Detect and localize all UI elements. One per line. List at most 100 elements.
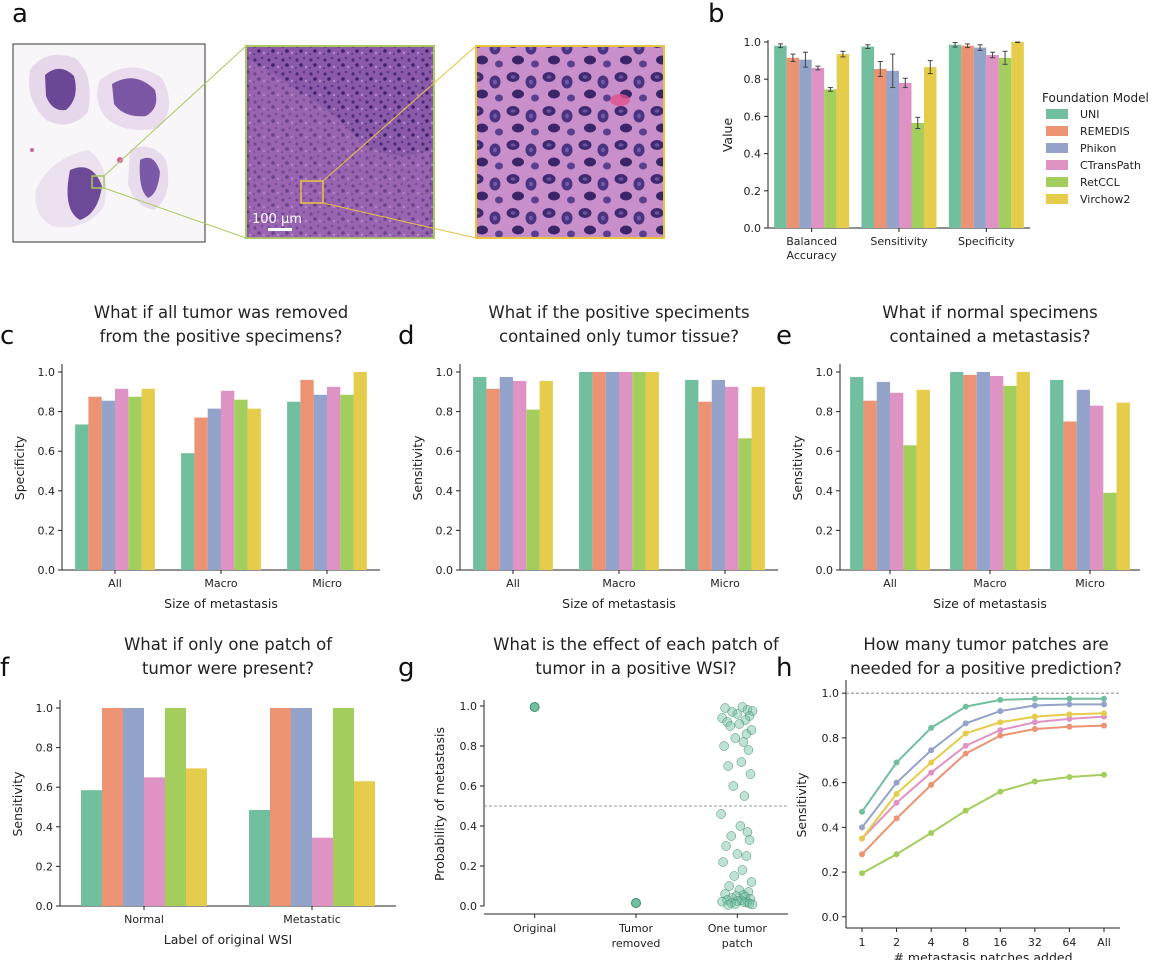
- chart-title-line: tumor were present?: [142, 659, 314, 678]
- point-uni: [1031, 695, 1038, 702]
- point-phikon: [1101, 701, 1107, 708]
- bar-retccl-macro: [234, 399, 248, 570]
- legend-swatch-uni: [1046, 109, 1068, 119]
- chart-title-line: contained only tumor tissue?: [499, 327, 739, 346]
- point-one-tumor-patch: [727, 707, 738, 717]
- y-tick-label: 0.4: [460, 820, 478, 833]
- bar-retccl-all: [526, 409, 540, 570]
- cell-connector-top: [322, 45, 477, 182]
- y-tick-label: 0.6: [744, 110, 762, 123]
- y-axis-label: Sensitivity: [794, 772, 809, 838]
- x-tick-label: 8: [962, 936, 969, 949]
- point-remedis: [1031, 725, 1038, 732]
- point-uni: [859, 808, 865, 815]
- chart-title-line: contained a metastasis?: [890, 327, 1091, 346]
- y-tick-label: 0.0: [816, 564, 834, 577]
- x-tick-label: Accuracy: [787, 249, 838, 262]
- point-one-tumor-patch: [744, 711, 755, 721]
- bar-retccl-all: [903, 445, 917, 570]
- legend-label-ctranspath: CTransPath: [1080, 159, 1141, 172]
- y-tick-label: 0.2: [816, 524, 834, 537]
- legend-label-uni: UNI: [1080, 108, 1100, 121]
- legend-entry-phikon: Phikon: [1046, 142, 1116, 155]
- bar-virchow2-macro: [645, 372, 659, 570]
- chart-title-line: needed for a positive prediction?: [850, 659, 1122, 678]
- y-tick-label: 0.4: [38, 485, 56, 498]
- y-tick-label: 0.2: [36, 860, 54, 873]
- bar-virchow2-micro: [353, 372, 367, 570]
- y-tick-label: 0.0: [38, 564, 56, 577]
- bar-uni-all: [75, 424, 89, 570]
- bar-ctranspath-micro: [327, 386, 341, 570]
- bar-virchow2-balanced-accuracy: [836, 54, 850, 229]
- x-tick-label: All: [883, 577, 897, 590]
- x-tick-label: All: [1097, 936, 1111, 949]
- bar-remedis-micro: [1063, 421, 1077, 570]
- bar-virchow2-macro: [1016, 372, 1030, 570]
- y-tick-label: 0.8: [822, 732, 840, 745]
- bar-ctranspath-all: [890, 392, 904, 570]
- bar-retccl-macro: [1003, 385, 1017, 570]
- bar-remedis-macro: [194, 417, 208, 570]
- point-retccl: [997, 788, 1004, 795]
- x-tick-label: Micro: [312, 577, 342, 590]
- bar-phikon-all: [101, 400, 115, 570]
- point-ctranspath: [997, 727, 1004, 734]
- y-tick-label: 0.8: [744, 73, 762, 86]
- point-virchow2: [962, 730, 969, 737]
- panel-label-h: h: [776, 653, 792, 683]
- bar-ctranspath-sensitivity: [899, 82, 912, 228]
- point-phikon: [997, 708, 1004, 715]
- point-virchow2: [1101, 710, 1107, 717]
- bar-virchow2-micro: [1116, 402, 1130, 570]
- point-virchow2: [997, 719, 1004, 726]
- point-one-tumor-patch: [741, 729, 752, 739]
- x-tick-label: All: [108, 577, 122, 590]
- x-tick-label: patch: [722, 937, 753, 950]
- y-tick-label: 1.0: [436, 366, 454, 379]
- y-tick-label: 0.0: [460, 900, 478, 913]
- point-one-tumor-patch: [730, 899, 741, 909]
- point-remedis: [962, 750, 969, 757]
- point-original: [529, 702, 540, 712]
- bar-remedis-all: [863, 400, 877, 570]
- bar-ctranspath-micro: [725, 386, 739, 570]
- point-one-tumor-patch: [737, 865, 748, 875]
- bar-retccl-micro: [1103, 492, 1117, 570]
- x-tick-label: removed: [612, 937, 661, 950]
- bar-phikon-normal: [123, 708, 144, 906]
- y-tick-label: 0.4: [816, 485, 834, 498]
- bar-ctranspath-normal: [144, 777, 165, 906]
- point-phikon: [928, 747, 935, 754]
- bar-phikon-metastatic: [291, 708, 312, 906]
- x-tick-label: Original: [513, 922, 556, 935]
- y-tick-label: 1.0: [822, 687, 840, 700]
- x-tick-label: Macro: [204, 577, 238, 590]
- bar-remedis-micro: [698, 401, 712, 570]
- point-one-tumor-patch: [735, 821, 746, 831]
- y-tick-label: 0.8: [816, 406, 834, 419]
- point-one-tumor-patch: [717, 713, 727, 723]
- point-ctranspath: [962, 742, 969, 749]
- bar-ctranspath-macro: [990, 375, 1004, 570]
- point-one-tumor-patch: [730, 733, 741, 743]
- x-axis-label: Label of original WSI: [164, 932, 292, 947]
- point-virchow2: [1066, 711, 1073, 718]
- bar-retccl-all: [128, 396, 142, 570]
- point-one-tumor-patch: [723, 900, 733, 910]
- bar-remedis-micro: [300, 379, 314, 570]
- cell-inset: [475, 45, 665, 239]
- y-tick-label: 0.6: [822, 777, 840, 790]
- x-axis-label: # metastasis patches added: [893, 950, 1072, 960]
- point-one-tumor-patch: [720, 703, 730, 713]
- point-phikon: [1066, 701, 1073, 708]
- bar-uni-macro: [950, 372, 964, 570]
- line-remedis: [861, 724, 1105, 855]
- x-tick-label: 16: [993, 936, 1007, 949]
- point-remedis: [1066, 723, 1073, 730]
- x-tick-label: 64: [1062, 936, 1076, 949]
- chart-e-panel: What if normal specimens contained a meta…: [790, 303, 1140, 611]
- panel-label-e: e: [776, 321, 792, 351]
- bar-remedis-sensitivity: [874, 68, 887, 228]
